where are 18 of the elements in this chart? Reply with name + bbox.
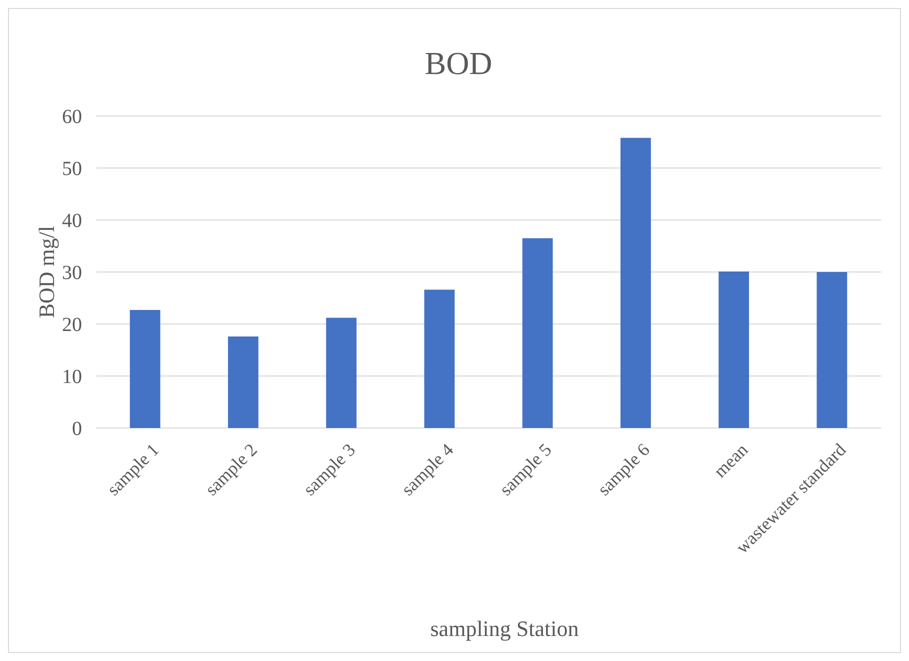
bar [326, 318, 357, 428]
y-tick-label: 10 [62, 366, 82, 388]
bar [816, 272, 848, 428]
bar [522, 238, 553, 428]
chart-title: BOD [424, 45, 492, 81]
bar [620, 138, 651, 428]
y-axis-title: BOD mg/l [34, 226, 59, 318]
y-tick-label: 50 [62, 158, 82, 180]
y-tick-label: 30 [62, 262, 82, 284]
y-tick-label: 40 [62, 210, 82, 232]
bar [228, 336, 258, 428]
x-axis-title: sampling Station [430, 616, 579, 641]
y-tick-label: 0 [72, 418, 82, 440]
y-tick-label: 20 [62, 314, 82, 336]
bar [424, 290, 455, 428]
y-tick-label: 60 [62, 106, 82, 128]
bar [130, 310, 160, 428]
bar [718, 271, 750, 428]
